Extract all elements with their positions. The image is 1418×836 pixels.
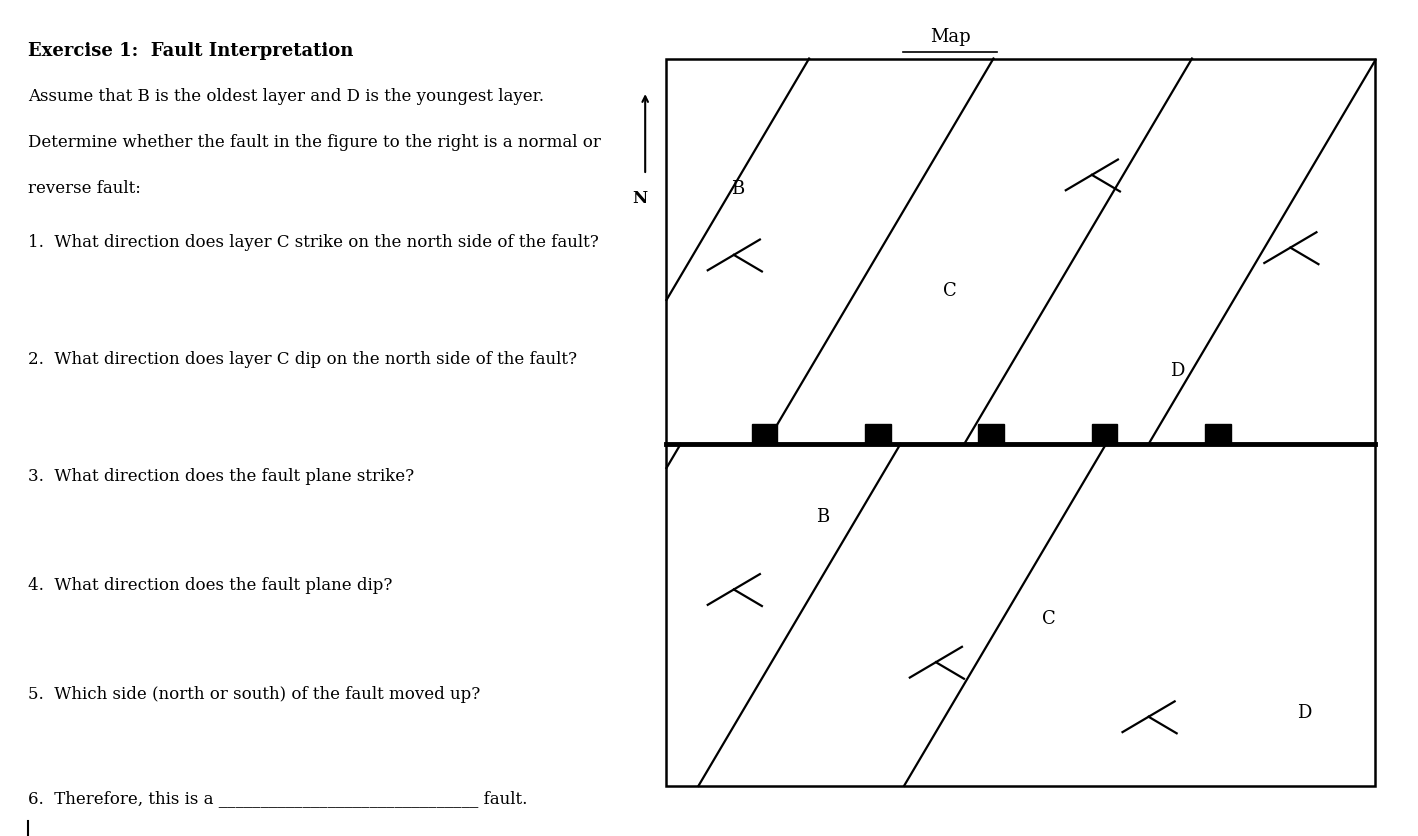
Text: C: C: [943, 283, 957, 300]
Text: B: B: [730, 181, 744, 198]
Text: Assume that B is the oldest layer and D is the youngest layer.: Assume that B is the oldest layer and D …: [28, 88, 545, 104]
Text: 6.  Therefore, this is a _______________________________ fault.: 6. Therefore, this is a ________________…: [28, 790, 527, 807]
Text: 4.  What direction does the fault plane dip?: 4. What direction does the fault plane d…: [28, 577, 393, 594]
Bar: [752, 424, 777, 444]
Bar: [865, 424, 891, 444]
Bar: [1092, 424, 1117, 444]
Text: B: B: [815, 507, 830, 526]
Text: N: N: [632, 190, 647, 207]
Bar: [978, 424, 1004, 444]
Text: 3.  What direction does the fault plane strike?: 3. What direction does the fault plane s…: [28, 468, 414, 485]
Text: Exercise 1:  Fault Interpretation: Exercise 1: Fault Interpretation: [28, 42, 353, 60]
Text: 5.  Which side (north or south) of the fault moved up?: 5. Which side (north or south) of the fa…: [28, 686, 481, 702]
Bar: [666, 59, 1375, 786]
Text: 2.  What direction does layer C dip on the north side of the fault?: 2. What direction does layer C dip on th…: [28, 351, 577, 368]
Text: 1.  What direction does layer C strike on the north side of the fault?: 1. What direction does layer C strike on…: [28, 234, 600, 251]
Text: D: D: [1170, 362, 1184, 380]
Text: reverse fault:: reverse fault:: [28, 180, 142, 196]
Text: D: D: [1297, 704, 1312, 722]
Text: Determine whether the fault in the figure to the right is a normal or: Determine whether the fault in the figur…: [28, 134, 601, 150]
Text: Map: Map: [930, 28, 970, 46]
Bar: [1205, 424, 1231, 444]
Text: C: C: [1042, 609, 1056, 628]
